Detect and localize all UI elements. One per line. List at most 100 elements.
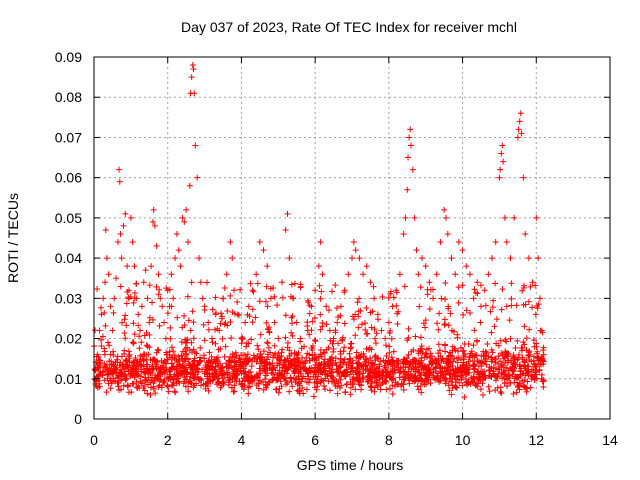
data-point [131, 331, 138, 338]
data-point [190, 319, 197, 326]
data-point [183, 206, 190, 213]
data-point [442, 341, 449, 348]
data-point [334, 390, 341, 397]
data-point [241, 351, 248, 358]
data-point [235, 312, 242, 319]
data-point [478, 303, 484, 310]
data-point [435, 326, 442, 333]
data-point [354, 299, 361, 306]
data-point [386, 349, 393, 356]
data-point [514, 134, 521, 141]
y-tick-label: 0 [74, 411, 82, 427]
data-point [110, 348, 117, 355]
data-point [191, 349, 198, 356]
data-point [206, 349, 213, 356]
data-point [297, 335, 304, 342]
data-point [173, 230, 180, 237]
data-point [197, 344, 204, 351]
data-point [355, 360, 362, 367]
data-point [192, 142, 199, 149]
data-point [231, 363, 238, 370]
data-point [437, 239, 444, 246]
data-point [181, 378, 188, 385]
data-point [335, 340, 342, 347]
data-point [348, 340, 355, 347]
data-point [332, 355, 339, 362]
data-point [260, 247, 267, 254]
plot-frame [93, 56, 611, 420]
data-point [325, 344, 332, 351]
data-point [304, 370, 311, 377]
data-point [212, 326, 219, 333]
data-point [189, 308, 196, 315]
data-point [254, 374, 261, 381]
data-point [168, 344, 175, 351]
data-point [263, 319, 270, 326]
data-point [520, 174, 527, 181]
data-point [442, 214, 449, 221]
data-point [530, 353, 537, 360]
data-point [135, 368, 142, 375]
data-point [445, 322, 452, 329]
data-point [477, 359, 484, 366]
data-point [391, 367, 398, 374]
data-point [289, 332, 296, 339]
data-point [317, 347, 324, 354]
data-point [262, 298, 269, 305]
data-point [448, 255, 455, 262]
data-point [426, 354, 433, 361]
data-point [245, 390, 252, 397]
data-point [182, 345, 189, 352]
data-point [422, 324, 429, 331]
data-point [397, 365, 404, 372]
data-point [371, 295, 378, 302]
data-point [505, 367, 512, 374]
data-point [118, 353, 125, 360]
data-point [184, 239, 191, 246]
data-point [506, 317, 513, 324]
data-point [487, 308, 494, 315]
data-point [164, 356, 171, 363]
data-point [156, 286, 163, 293]
data-point [497, 388, 504, 395]
data-point [208, 364, 215, 371]
y-tick-label: 0.02 [55, 331, 82, 347]
data-point [204, 379, 211, 386]
data-point [503, 303, 510, 310]
data-point [486, 363, 493, 370]
data-point [146, 366, 153, 373]
data-point [407, 126, 414, 133]
data-point [471, 327, 478, 334]
data-point [420, 320, 427, 327]
data-point [366, 368, 373, 375]
data-point [212, 311, 219, 318]
data-point [311, 364, 318, 371]
data-point [459, 362, 466, 369]
data-point [442, 365, 449, 372]
data-point [145, 374, 152, 381]
data-point [523, 335, 530, 342]
data-point [181, 312, 188, 319]
y-tick-label: 0.09 [55, 49, 82, 65]
data-point [441, 206, 448, 213]
data-point [146, 331, 153, 338]
data-point [282, 312, 289, 319]
data-point [303, 386, 310, 393]
data-point [405, 334, 412, 341]
data-point [498, 369, 505, 376]
data-point [125, 294, 132, 301]
data-point [191, 382, 198, 389]
data-point [147, 391, 154, 398]
data-point [447, 372, 454, 379]
data-point [116, 362, 123, 369]
data-point [350, 316, 357, 323]
data-point [247, 369, 254, 376]
data-point [417, 357, 424, 364]
data-point [174, 375, 181, 382]
data-point [459, 282, 466, 289]
data-point [156, 322, 163, 329]
data-point [278, 279, 285, 286]
data-point [282, 226, 289, 233]
data-point [166, 348, 173, 355]
data-point [350, 381, 357, 388]
